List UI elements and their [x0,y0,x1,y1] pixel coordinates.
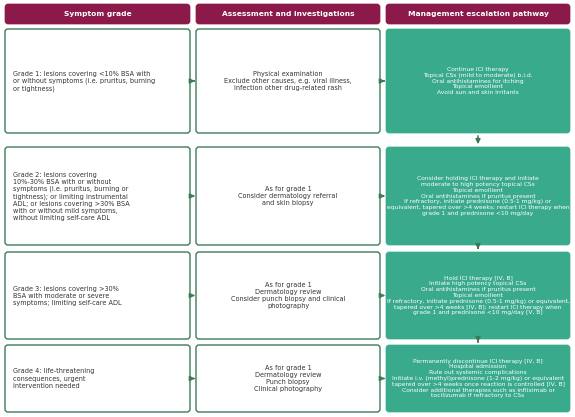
FancyBboxPatch shape [386,29,570,133]
FancyBboxPatch shape [196,4,380,24]
Text: As for grade 1
Dermatology review
Consider punch biopsy and clinical
photography: As for grade 1 Dermatology review Consid… [231,282,345,309]
Text: Grade 2: lesions covering
10%-30% BSA with or without
symptoms (i.e. pruritus, b: Grade 2: lesions covering 10%-30% BSA wi… [13,171,130,221]
Text: Hold ICI therapy [IV, B]
Initiate high potency topical CSs
Oral antihistamines i: Hold ICI therapy [IV, B] Initiate high p… [386,276,569,315]
Text: Symptom grade: Symptom grade [64,11,131,17]
FancyBboxPatch shape [196,147,380,245]
FancyBboxPatch shape [5,345,190,412]
FancyBboxPatch shape [386,345,570,412]
Text: Physical examination
Exclude other causes, e.g. viral illness,
infection other d: Physical examination Exclude other cause… [224,71,352,91]
Text: As for grade 1
Consider dermatology referral
and skin biopsy: As for grade 1 Consider dermatology refe… [239,186,338,206]
FancyBboxPatch shape [5,147,190,245]
Text: Assessment and investigations: Assessment and investigations [222,11,354,17]
Text: Continue ICI therapy
Topical CSs (mild to moderate) b.i.d.
Oral antihistamines f: Continue ICI therapy Topical CSs (mild t… [423,67,533,95]
Text: Management escalation pathway: Management escalation pathway [408,11,549,17]
FancyBboxPatch shape [386,252,570,339]
Text: Grade 3: lesions covering >30%
BSA with moderate or severe
symptoms; limiting se: Grade 3: lesions covering >30% BSA with … [13,286,122,306]
FancyBboxPatch shape [386,147,570,245]
Text: Permanently discontinue ICI therapy [IV, B]
Hospital admission
Rule out systemic: Permanently discontinue ICI therapy [IV,… [392,359,565,398]
Text: Grade 4: life-threatening
consequences, urgent
intervention needed: Grade 4: life-threatening consequences, … [13,369,94,389]
FancyBboxPatch shape [386,4,570,24]
FancyBboxPatch shape [5,4,190,24]
FancyBboxPatch shape [196,29,380,133]
Text: As for grade 1
Dermatology review
Punch biopsy
Clinical photography: As for grade 1 Dermatology review Punch … [254,365,322,392]
FancyBboxPatch shape [5,252,190,339]
FancyBboxPatch shape [5,29,190,133]
Text: Grade 1: lesions covering <10% BSA with
or without symptoms (i.e. pruritus, burn: Grade 1: lesions covering <10% BSA with … [13,70,155,91]
Text: Consider holding ICI therapy and initiate
moderate to high potency topical CSs
T: Consider holding ICI therapy and initiat… [386,176,569,216]
FancyBboxPatch shape [196,252,380,339]
FancyBboxPatch shape [196,345,380,412]
